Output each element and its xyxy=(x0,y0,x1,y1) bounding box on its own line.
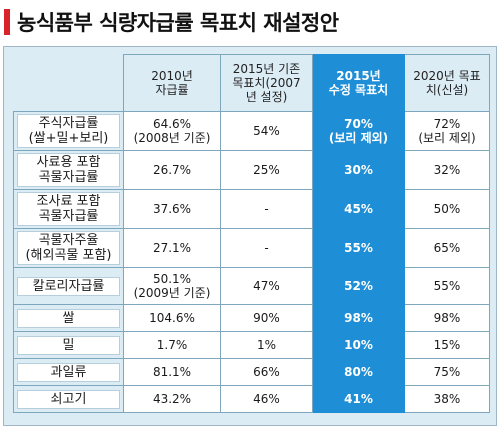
row-label: 밀 xyxy=(17,335,120,355)
table-cell: 32% xyxy=(404,150,490,190)
table-cell-highlighted: 70% (보리 제외) xyxy=(312,111,405,151)
table-cell: 50.1% (2009년 기준) xyxy=(123,267,221,305)
table-cell: 72% (보리 제외) xyxy=(404,111,490,151)
corner-cell xyxy=(13,54,124,112)
table-cell: 26.7% xyxy=(123,150,221,190)
table-row: 과일류 81.1% 66% 80% 75% xyxy=(13,358,490,386)
row-label: 과일류 xyxy=(17,362,120,382)
table-frame: 2010년 자급률 2015년 기존 목표치(2007 년 설정) 2015년 … xyxy=(3,46,497,426)
table-cell-highlighted: 52% xyxy=(312,267,405,305)
table-cell: 64.6% (2008년 기준) xyxy=(123,111,221,151)
row-label: 조사료 포함 곡물자급률 xyxy=(17,192,120,226)
table-cell: 54% xyxy=(220,111,313,151)
table-cell: 66% xyxy=(220,358,313,386)
table-cell: 90% xyxy=(220,304,313,332)
table-cell-highlighted: 98% xyxy=(312,304,405,332)
column-header: 2015년 기존 목표치(2007 년 설정) xyxy=(220,54,313,112)
table-cell: 27.1% xyxy=(123,228,221,268)
column-header-highlighted: 2015년 수정 목표치 xyxy=(312,54,405,112)
table-cell: 1% xyxy=(220,331,313,359)
table-cell: 37.6% xyxy=(123,189,221,229)
table-row: 주식자급률 (쌀+밀+보리) 64.6% (2008년 기준) 54% 70% … xyxy=(13,111,490,151)
table-cell-highlighted: 45% xyxy=(312,189,405,229)
table-cell: - xyxy=(220,228,313,268)
row-label: 쇠고기 xyxy=(17,389,120,409)
table-row: 조사료 포함 곡물자급률 37.6% - 45% 50% xyxy=(13,189,490,229)
table-cell: 38% xyxy=(404,385,490,413)
row-label: 사료용 포함 곡물자급률 xyxy=(17,153,120,187)
table-cell: 50% xyxy=(404,189,490,229)
column-header: 2020년 목표 치(신설) xyxy=(404,54,490,112)
table-cell: 81.1% xyxy=(123,358,221,386)
table-cell: 1.7% xyxy=(123,331,221,359)
table-cell: 98% xyxy=(404,304,490,332)
table-row: 밀 1.7% 1% 10% 15% xyxy=(13,331,490,359)
table-cell: 65% xyxy=(404,228,490,268)
table-cell: 43.2% xyxy=(123,385,221,413)
table-cell: 25% xyxy=(220,150,313,190)
self-sufficiency-table: 2010년 자급률 2015년 기존 목표치(2007 년 설정) 2015년 … xyxy=(13,54,490,413)
header-row: 2010년 자급률 2015년 기존 목표치(2007 년 설정) 2015년 … xyxy=(13,54,490,112)
page-title: 농식품부 식량자급률 목표치 재설정안 xyxy=(17,11,339,35)
table-cell: 104.6% xyxy=(123,304,221,332)
title-marker xyxy=(4,9,10,35)
title-row: 농식품부 식량자급률 목표치 재설정안 xyxy=(0,0,500,44)
table-cell-highlighted: 80% xyxy=(312,358,405,386)
row-label: 쌀 xyxy=(17,308,120,328)
table-cell-highlighted: 30% xyxy=(312,150,405,190)
row-label: 주식자급률 (쌀+밀+보리) xyxy=(17,114,120,148)
row-label: 칼로리자급률 xyxy=(17,276,120,296)
table-cell-highlighted: 41% xyxy=(312,385,405,413)
table-cell: - xyxy=(220,189,313,229)
table-row: 곡물자주율 (해외곡물 포함) 27.1% - 55% 65% xyxy=(13,228,490,268)
table-cell: 55% xyxy=(404,267,490,305)
table-row: 사료용 포함 곡물자급률 26.7% 25% 30% 32% xyxy=(13,150,490,190)
table-cell: 75% xyxy=(404,358,490,386)
table-cell: 46% xyxy=(220,385,313,413)
column-header: 2010년 자급률 xyxy=(123,54,221,112)
table-row: 쌀 104.6% 90% 98% 98% xyxy=(13,304,490,332)
table-cell-highlighted: 10% xyxy=(312,331,405,359)
table-row: 쇠고기 43.2% 46% 41% 38% xyxy=(13,385,490,413)
table-cell-highlighted: 55% xyxy=(312,228,405,268)
row-label: 곡물자주율 (해외곡물 포함) xyxy=(17,231,120,265)
table-row: 칼로리자급률 50.1% (2009년 기준) 47% 52% 55% xyxy=(13,267,490,305)
table-cell: 47% xyxy=(220,267,313,305)
table-cell: 15% xyxy=(404,331,490,359)
